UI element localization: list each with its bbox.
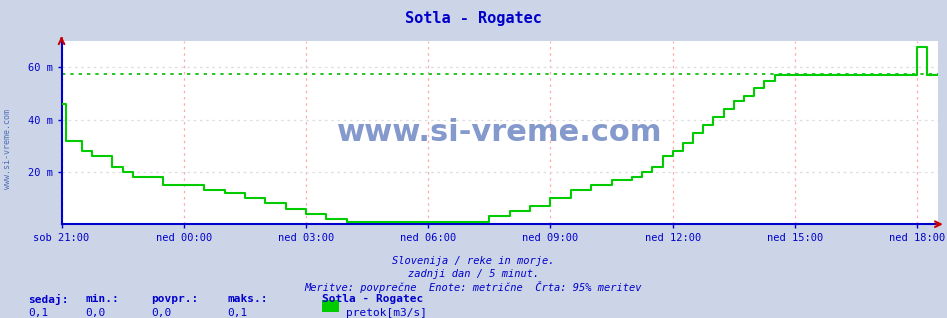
Text: maks.:: maks.: <box>227 294 268 304</box>
Text: zadnji dan / 5 minut.: zadnji dan / 5 minut. <box>408 269 539 279</box>
Text: 0,0: 0,0 <box>152 308 171 318</box>
Text: www.si-vreme.com: www.si-vreme.com <box>3 109 12 190</box>
Text: 0,1: 0,1 <box>28 308 48 318</box>
Text: Sotla - Rogatec: Sotla - Rogatec <box>322 294 423 304</box>
Text: pretok[m3/s]: pretok[m3/s] <box>346 308 427 318</box>
Text: min.:: min.: <box>85 294 119 304</box>
Text: sedaj:: sedaj: <box>28 294 69 305</box>
Text: Slovenija / reke in morje.: Slovenija / reke in morje. <box>392 256 555 266</box>
Text: 0,1: 0,1 <box>227 308 247 318</box>
Text: www.si-vreme.com: www.si-vreme.com <box>337 118 662 147</box>
Text: Meritve: povprečne  Enote: metrične  Črta: 95% meritev: Meritve: povprečne Enote: metrične Črta:… <box>305 281 642 294</box>
Text: Sotla - Rogatec: Sotla - Rogatec <box>405 11 542 26</box>
Text: povpr.:: povpr.: <box>152 294 199 304</box>
Text: 0,0: 0,0 <box>85 308 105 318</box>
